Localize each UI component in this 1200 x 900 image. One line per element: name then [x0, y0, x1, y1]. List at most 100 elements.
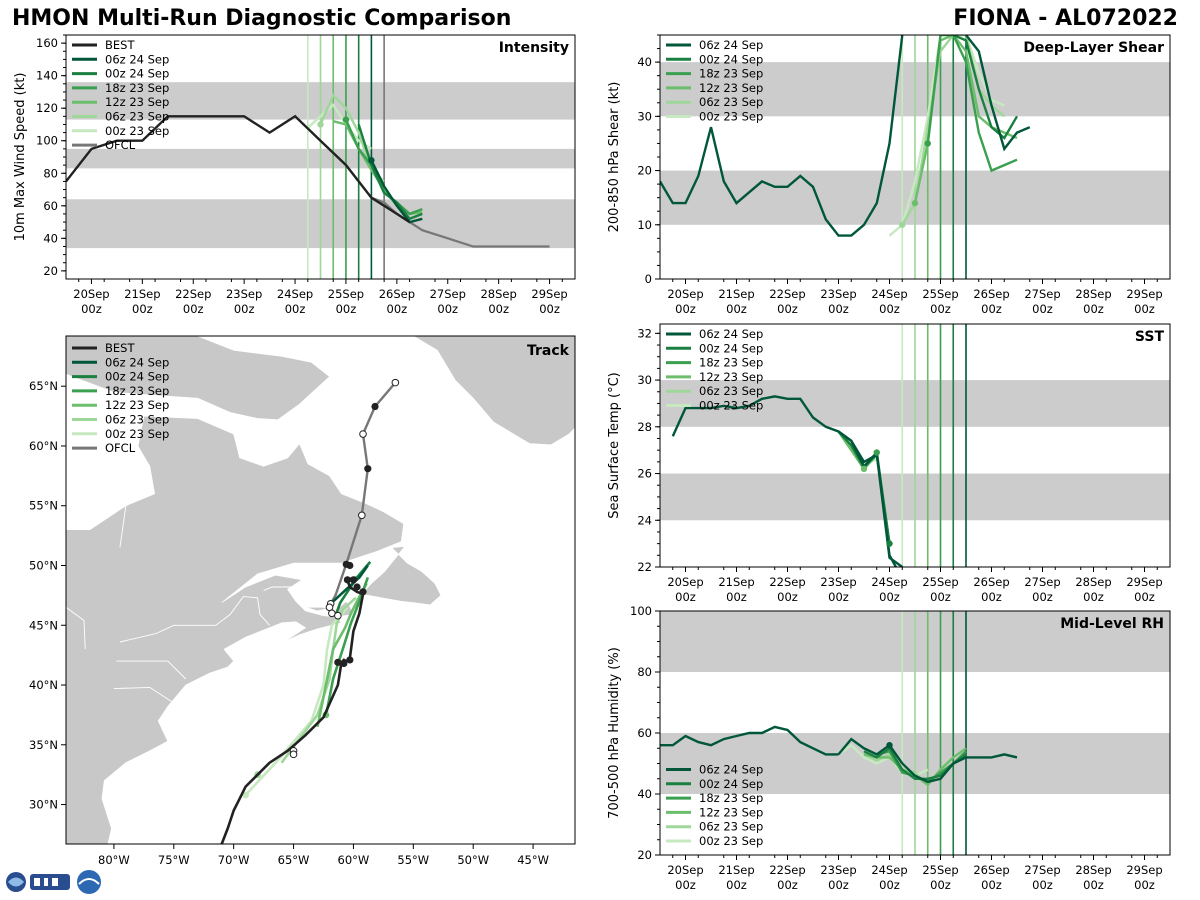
ofcl-track-point-open: [359, 430, 367, 438]
legend-label: 06z 23 Sep: [699, 384, 763, 398]
x-tick-label: 00z: [1134, 302, 1155, 316]
x-tick-label: 23Sep: [820, 863, 856, 877]
x-tick-label: 00z: [828, 590, 849, 604]
x-tick-label: 23Sep: [820, 287, 856, 301]
boundary-line: [119, 416, 145, 548]
y-tick-label: 20: [637, 848, 652, 862]
x-tick-label: 24Sep: [871, 575, 907, 589]
x-tick-label: 26Sep: [973, 575, 1009, 589]
legend-label: 12z 23 Sep: [105, 398, 169, 412]
y-tick-label: 22: [637, 560, 652, 574]
page-title: HMON Multi-Run Diagnostic Comparison: [12, 6, 512, 31]
x-tick-label: 00z: [132, 302, 153, 316]
cira-logo: [6, 870, 101, 894]
series-marker: [886, 742, 893, 749]
x-tick-label: 24Sep: [871, 287, 907, 301]
series-line-06z-24-sep: [837, 737, 1018, 784]
x-tick-label: 22Sep: [769, 575, 805, 589]
x-tick-label: 27Sep: [1024, 575, 1060, 589]
ofcl-track-point-open: [289, 750, 298, 759]
y-tick-label: 35°N: [29, 738, 58, 752]
y-tick-label: 40: [43, 231, 58, 245]
legend-label: 18z 23 Sep: [105, 384, 169, 398]
y-axis-label: 200-850 hPa Shear (kt): [607, 82, 622, 233]
logo-swirl-icon: [8, 877, 24, 887]
legend-label: 18z 23 Sep: [699, 67, 763, 81]
legend-label: 00z 24 Sep: [699, 52, 763, 66]
x-tick-label: 29Sep: [1126, 575, 1162, 589]
best-track-point: [334, 658, 342, 666]
legend-label: 00z 24 Sep: [105, 370, 169, 384]
x-tick-label: 00z: [1134, 878, 1155, 892]
y-tick-label: 32: [637, 326, 652, 340]
legend-label: OFCL: [105, 441, 136, 455]
boundary-line: [113, 686, 175, 704]
x-tick-label: 25Sep: [922, 863, 958, 877]
x-tick-label: 24Sep: [871, 863, 907, 877]
best-track-point: [349, 576, 358, 584]
storm-id-title: FIONA - AL072022: [953, 6, 1178, 31]
x-tick-label: 21Sep: [124, 287, 160, 301]
legend-label: 06z 24 Sep: [105, 355, 169, 369]
x-tick-label: 00z: [930, 302, 951, 316]
legend-label: 00z 24 Sep: [699, 341, 763, 355]
boundary-line: [263, 586, 306, 592]
shear-panel: 20Sep00z21Sep00z22Sep00z23Sep00z24Sep00z…: [607, 34, 1171, 316]
y-tick-label: 80: [43, 166, 58, 180]
legend-label: 00z 23 Sep: [699, 399, 763, 413]
legend-label: 00z 23 Sep: [699, 834, 763, 848]
y-tick-label: 10: [637, 218, 652, 232]
x-tick-label: 00z: [879, 590, 900, 604]
best-track-point: [359, 588, 367, 596]
ofcl-track-point: [371, 402, 379, 411]
x-tick-label: 26Sep: [973, 863, 1009, 877]
best-track-line: [660, 35, 904, 237]
x-tick-label: 25Sep: [922, 575, 958, 589]
x-tick-label: 25Sep: [922, 287, 958, 301]
sst-frame: [659, 323, 1171, 568]
x-tick-label: 00z: [1032, 590, 1053, 604]
x-tick-label: 22Sep: [175, 287, 211, 301]
x-tick-label: 20Sep: [667, 575, 703, 589]
y-tick-label: 160: [36, 36, 58, 50]
legend-label: 06z 24 Sep: [699, 763, 763, 777]
best-track-line: [66, 114, 411, 224]
x-tick-label: 29Sep: [1126, 863, 1162, 877]
y-tick-label: 0: [645, 272, 652, 286]
x-tick-label: 21Sep: [718, 863, 754, 877]
model-track-00z-24-sep: [334, 561, 372, 617]
series-marker: [342, 116, 350, 123]
series-line-06z-24-sep: [965, 35, 1031, 152]
x-tick-label: 00z: [488, 302, 509, 316]
x-tick-label: 00z: [81, 302, 102, 316]
best-track-line: [660, 725, 839, 756]
model-track-18z-23-sep: [324, 576, 370, 717]
x-tick-label: 24Sep: [277, 287, 313, 301]
legend-label: 06z 23 Sep: [699, 820, 763, 834]
y-tick-label: 24: [637, 513, 652, 527]
x-tick-label: 00z: [981, 878, 1002, 892]
x-tick-label: 20Sep: [667, 287, 703, 301]
x-tick-label: 27Sep: [430, 287, 466, 301]
x-tick-label: 00z: [675, 302, 696, 316]
ofcl-track-point-open: [391, 378, 400, 387]
x-tick-label: 21Sep: [718, 575, 754, 589]
x-tick-label: 00z: [1083, 590, 1104, 604]
y-tick-label: 60°N: [29, 439, 58, 453]
series-marker: [873, 449, 880, 456]
x-tick-label: 28Sep: [480, 287, 516, 301]
x-tick-label: 00z: [437, 302, 458, 316]
series-marker: [911, 199, 919, 207]
x-tick-label: 28Sep: [1075, 575, 1111, 589]
x-tick-label: 00z: [879, 302, 900, 316]
x-tick-label: 00z: [234, 302, 255, 316]
legend-label: 00z 23 Sep: [699, 110, 763, 124]
x-tick-label: 00z: [726, 590, 747, 604]
x-tick-label: 80°W: [98, 853, 130, 867]
y-axis-label: Sea Surface Temp (°C): [607, 372, 622, 519]
y-tick-label: 30: [637, 109, 652, 123]
x-tick-label: 00z: [1083, 878, 1104, 892]
y-tick-label: 50°N: [29, 558, 58, 572]
x-tick-label: 25Sep: [328, 287, 364, 301]
best-track-point: [346, 656, 354, 664]
